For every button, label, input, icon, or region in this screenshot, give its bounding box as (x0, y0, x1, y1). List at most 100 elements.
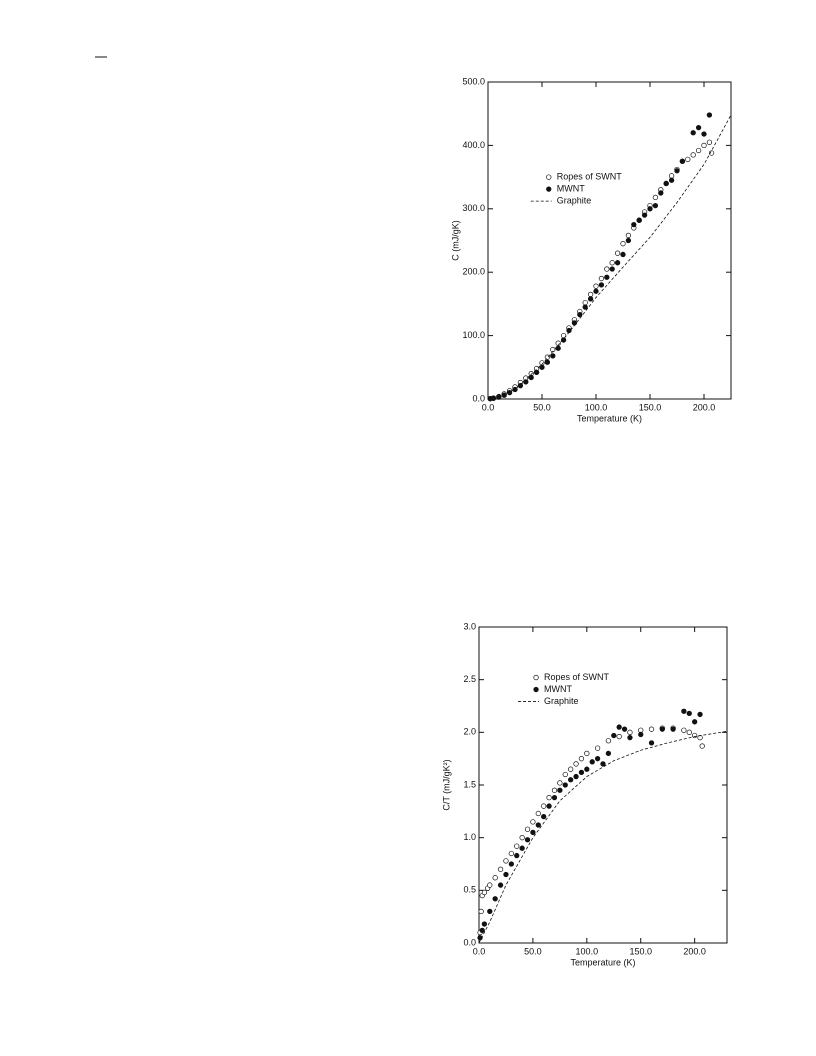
swnt-point (582, 299, 588, 306)
swnt-point (530, 819, 536, 825)
graphite-curve (487, 114, 732, 400)
y-tick-label: 500.0 (462, 76, 485, 86)
x-tick-label: 0.0 (473, 946, 486, 956)
mwnt-point (551, 794, 558, 801)
swnt-point (551, 787, 558, 793)
mwnt-point (479, 927, 485, 934)
y-tick-label: 0.5 (463, 885, 476, 895)
mwnt-point (609, 266, 615, 272)
plot-frame (487, 81, 732, 400)
mwnt-point (514, 852, 520, 859)
mwnt-point (492, 896, 498, 902)
swnt-point (616, 733, 622, 740)
swnt-point (478, 908, 484, 915)
figure: 0.0 50.0 100.0 150.0 200.0 0.0 0.5 1.0 1.5 2.0 2.5… (441, 621, 728, 967)
swnt-point (557, 780, 563, 786)
swnt-point (593, 283, 599, 289)
swnt-point (535, 810, 541, 817)
mwnt-point (506, 390, 513, 396)
mwnt-point (636, 217, 642, 223)
mwnt-point (530, 829, 536, 836)
legend-label: Graphite (557, 195, 592, 205)
swnt-point (648, 726, 655, 732)
mwnt-point (573, 773, 579, 780)
x-tick-label: 50.0 (524, 946, 542, 956)
swnt-point (481, 889, 488, 896)
swnt-point (668, 173, 675, 179)
y-tick-label: 0.0 (463, 937, 476, 947)
swnt-point (686, 729, 692, 735)
mwnt-point (541, 813, 547, 820)
mwnt-point (690, 130, 696, 136)
mwnt-point (557, 787, 563, 793)
swnt-point (695, 147, 702, 154)
swnt-point (487, 882, 493, 888)
mwnt-point (481, 921, 488, 927)
x-tick-label: 100.0 (576, 946, 599, 956)
mwnt-point (560, 337, 567, 343)
mwnt-point (578, 769, 585, 776)
swnt-point (578, 756, 585, 762)
mwnt-point (652, 202, 659, 209)
y-tick-label: 2.0 (463, 727, 476, 737)
swnt-point (685, 156, 691, 162)
swnt-point (541, 803, 547, 809)
swnt-point (604, 266, 610, 272)
mwnt-point (571, 320, 578, 326)
swnt-point (584, 750, 590, 757)
mwnt-point (670, 726, 676, 732)
mwnt-point (641, 212, 648, 218)
legend-label: Ropes of SWNT (557, 171, 623, 181)
swnt-point (701, 142, 707, 149)
swnt-point (568, 766, 574, 772)
mwnt-point (604, 274, 610, 280)
mwnt-point (695, 124, 702, 131)
mwnt-point (524, 837, 531, 843)
swnt-point (508, 850, 514, 857)
swnt-point (609, 260, 615, 266)
figure: 0.0 50.0 100.0 150.0 200.0 0.0 100.0 200.0 300.0… (450, 76, 732, 423)
mwnt-point (497, 882, 504, 888)
swnt-point (620, 241, 626, 247)
swnt-point (706, 139, 713, 145)
legend-label: Graphite (544, 696, 579, 706)
mwnt-point (562, 782, 568, 788)
x-tick-label: 200.0 (683, 946, 706, 956)
swnt-point (587, 291, 594, 298)
mwnt-point (523, 379, 529, 385)
swnt-point (690, 152, 696, 158)
swnt-point (699, 743, 705, 749)
swnt-point (573, 761, 579, 767)
swnt-point (546, 794, 552, 801)
mwnt-point (686, 710, 692, 717)
y-tick-label: 200.0 (462, 267, 485, 277)
mwnt-point (611, 732, 617, 739)
swnt-point (524, 826, 531, 832)
swnt-point (625, 232, 632, 239)
x-axis-label: Temperature (K) (570, 957, 635, 967)
legend-label: MWNT (557, 183, 585, 193)
swnt-point (519, 835, 525, 841)
mwnt-point (587, 296, 594, 302)
y-axis-label: C (mJ/gK) (450, 220, 460, 261)
mwnt-point (706, 112, 713, 118)
mwnt-point (487, 908, 493, 915)
mwnt-point (517, 383, 524, 389)
x-tick-label: 150.0 (629, 946, 652, 956)
mwnt-point (539, 364, 545, 370)
mwnt-point (679, 158, 686, 164)
y-tick-label: 1.0 (463, 832, 476, 842)
mwnt-point (535, 822, 541, 828)
x-tick-label: 100.0 (585, 402, 608, 412)
legend-swatch (533, 674, 539, 681)
y-tick-label: 300.0 (462, 203, 485, 213)
x-tick-label: 200.0 (693, 402, 716, 412)
legend-swatch (533, 686, 539, 693)
mwnt-point (503, 871, 509, 878)
legend-label: MWNT (544, 684, 572, 694)
swnt-point (692, 732, 698, 739)
mwnt-point (593, 288, 599, 294)
mwnt-point (533, 369, 540, 376)
mwnt-point (631, 221, 637, 228)
